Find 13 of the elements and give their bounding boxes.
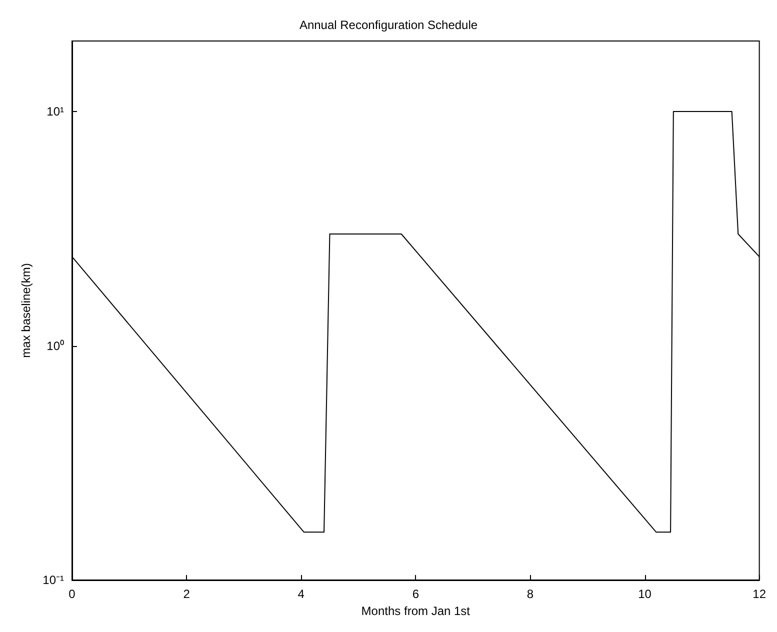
x-tick-label: 12 (752, 587, 766, 601)
x-tick-label: 0 (68, 587, 76, 601)
x-tick-label: 4 (298, 587, 305, 601)
y-axis-title: max baseline(km) (18, 263, 33, 358)
x-tick-label: 8 (526, 587, 534, 601)
y-tick-label: 10¹ (46, 104, 64, 119)
chart-title: Annual Reconfiguration Schedule (299, 18, 478, 32)
x-tick-label: 2 (183, 587, 190, 601)
y-tick-label: 10⁻¹ (42, 573, 64, 587)
x-tick-label: 6 (412, 587, 420, 601)
x-tick-label: 10 (638, 587, 652, 601)
x-axis-title: Months from Jan 1st (361, 604, 471, 618)
y-tick-label: 10⁰ (46, 338, 64, 353)
